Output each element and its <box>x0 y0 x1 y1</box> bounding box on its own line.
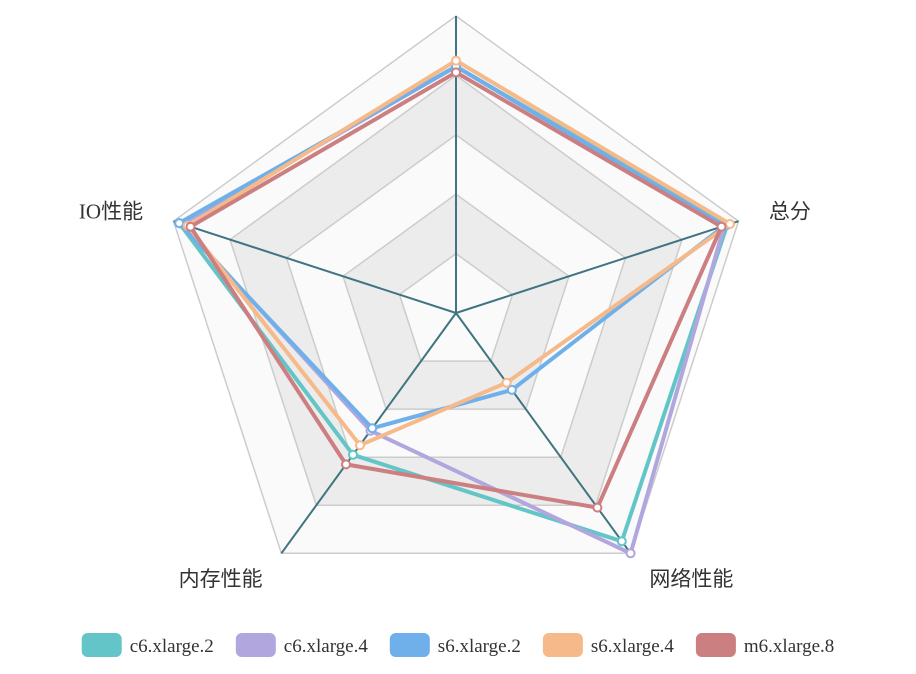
legend-item-c6.xlarge.2[interactable]: c6.xlarge.2 <box>81 633 214 657</box>
legend-label[interactable]: m6.xlarge.8 <box>744 636 834 657</box>
grid-ring <box>229 74 683 506</box>
radar-axes <box>173 16 739 554</box>
series-line[interactable] <box>188 70 724 510</box>
data-point[interactable] <box>367 423 378 434</box>
legend-swatch[interactable] <box>81 633 122 657</box>
axis-label: 网络性能 <box>649 567 733 591</box>
radar-series <box>174 55 735 559</box>
data-point[interactable] <box>185 221 196 232</box>
data-point[interactable] <box>348 449 358 460</box>
data-point[interactable] <box>716 221 727 232</box>
data-point[interactable] <box>501 377 512 388</box>
series-line[interactable] <box>185 58 732 448</box>
data-point[interactable] <box>506 384 517 395</box>
legend-swatch[interactable] <box>235 633 276 657</box>
legend-item-s6.xlarge.2[interactable]: s6.xlarge.2 <box>389 633 521 657</box>
data-point[interactable] <box>625 548 636 559</box>
legend-swatch[interactable] <box>542 633 583 657</box>
axis-label: 总分 <box>769 199 811 223</box>
legend-item-s6.xlarge.4[interactable]: s6.xlarge.4 <box>542 633 675 657</box>
data-point[interactable] <box>451 67 461 78</box>
legend-swatch[interactable] <box>695 633 736 657</box>
axis-spoke <box>455 312 632 554</box>
data-point[interactable] <box>616 536 627 547</box>
legend-item-m6.xlarge.8[interactable]: m6.xlarge.8 <box>695 633 834 657</box>
series-m6.xlarge.8[interactable] <box>185 67 727 513</box>
axis-label: 内存性能 <box>179 567 263 591</box>
grid-ring <box>172 15 740 555</box>
legend-label[interactable]: s6.xlarge.2 <box>438 636 521 657</box>
axis-label: IO性能 <box>79 199 143 223</box>
series-s6.xlarge.4[interactable] <box>182 55 735 451</box>
data-point[interactable] <box>592 502 603 513</box>
legend-label[interactable]: c6.xlarge.4 <box>284 636 369 657</box>
data-point[interactable] <box>451 55 461 66</box>
axis-spoke <box>455 220 739 314</box>
data-point[interactable] <box>725 219 735 229</box>
data-point[interactable] <box>174 218 185 229</box>
legend-label[interactable]: s6.xlarge.4 <box>591 636 675 657</box>
legend-item-c6.xlarge.4[interactable]: c6.xlarge.4 <box>235 633 369 657</box>
grid-ring <box>285 133 627 458</box>
legend[interactable]: c6.xlarge.2 c6.xlarge.4 s6.xlarge.2 s6.xlar… <box>81 633 835 657</box>
grid-ring <box>342 193 570 410</box>
legend-label[interactable]: c6.xlarge.2 <box>130 636 214 657</box>
legend-swatch[interactable] <box>389 633 430 657</box>
axis-spoke <box>173 220 457 314</box>
data-point[interactable] <box>355 440 365 451</box>
data-point[interactable] <box>341 459 351 470</box>
grid-ring <box>398 252 514 362</box>
